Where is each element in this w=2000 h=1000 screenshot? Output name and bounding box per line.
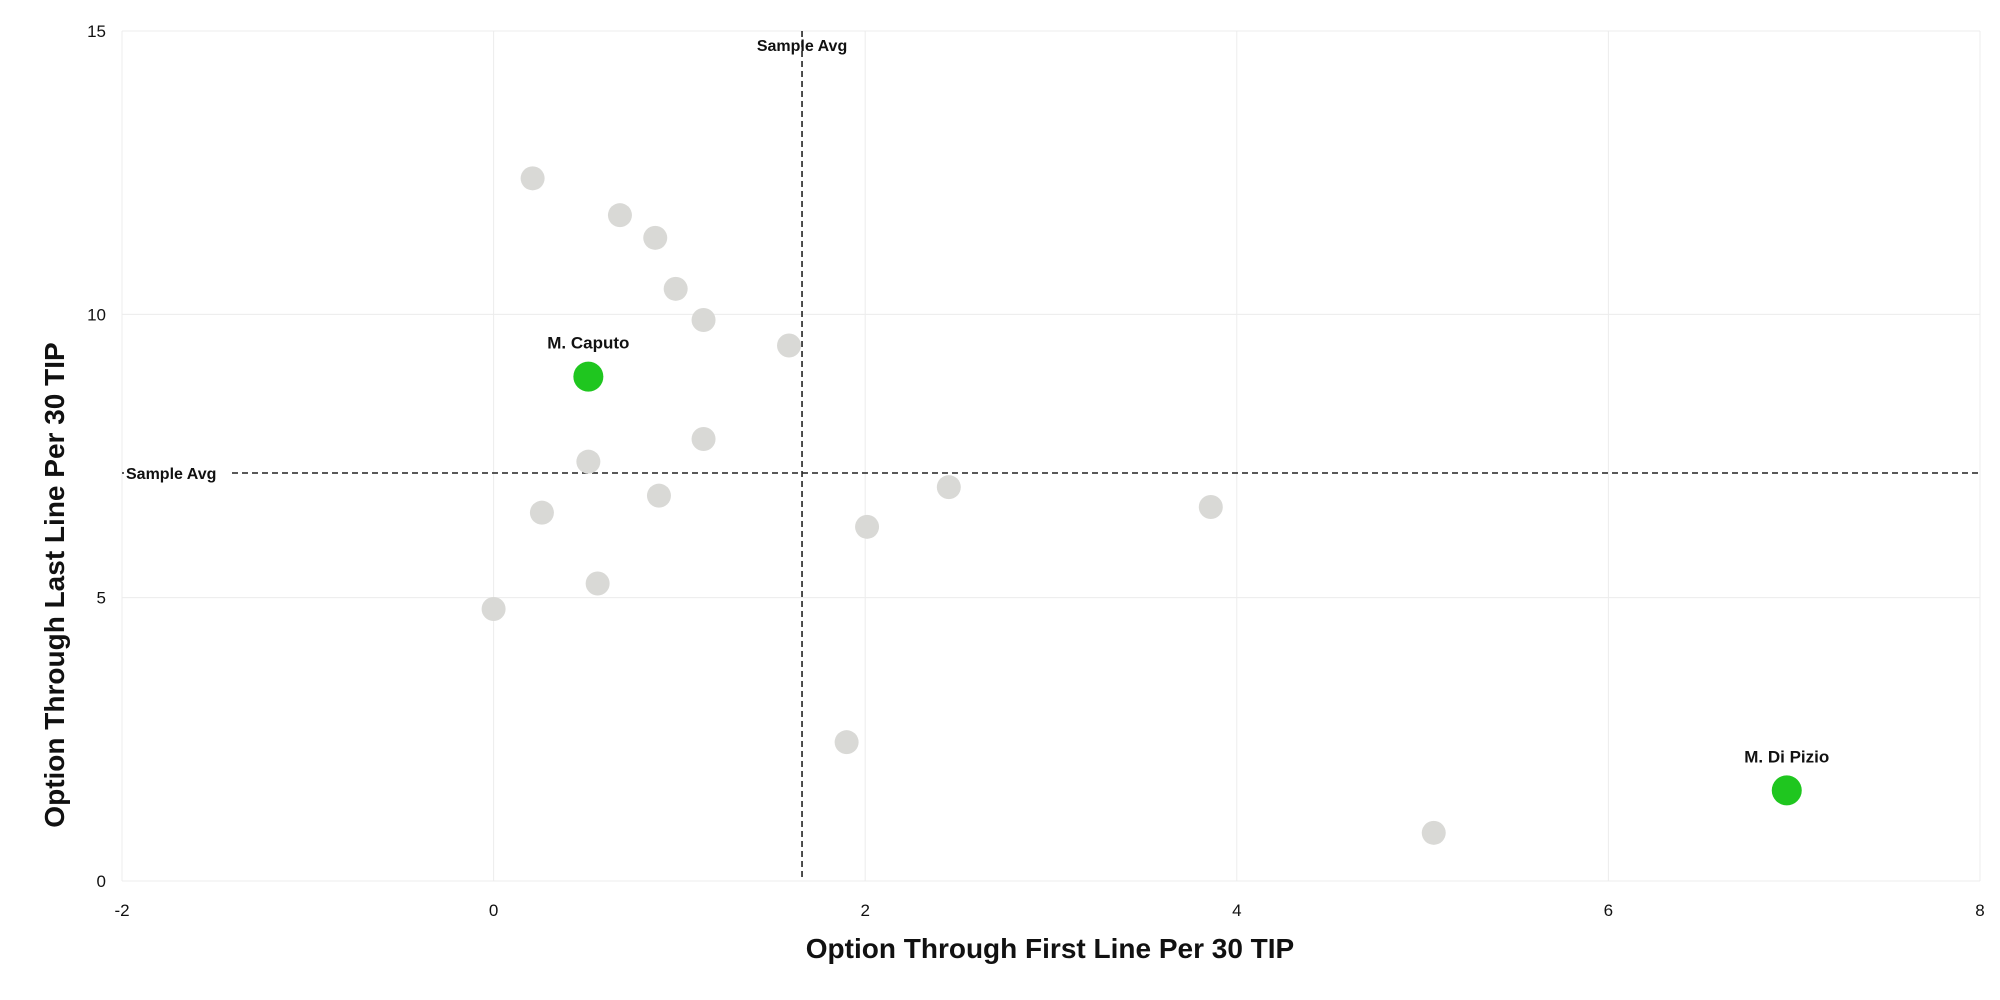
- data-point: [1198, 495, 1223, 519]
- data-point: [691, 427, 716, 451]
- x-axis-title: Option Through First Line Per 30 TIP: [806, 933, 1294, 964]
- labels: -2 0 2 4 6 8 0 5 10 15 Sample Avg Sample Avg M. Capu…: [87, 22, 1985, 920]
- x-average-label: Sample Avg: [757, 38, 847, 55]
- x-tick-label: 6: [1604, 901, 1613, 920]
- highlighted-point: [1771, 775, 1802, 806]
- highlighted-point: [573, 361, 604, 392]
- data-point: [936, 475, 961, 500]
- x-tick-label: 4: [1232, 901, 1241, 920]
- data-point: [777, 333, 802, 358]
- y-tick-label: 5: [97, 589, 106, 608]
- data-point: [529, 500, 554, 525]
- data-point: [585, 571, 610, 596]
- grid-layer: [121, 30, 1981, 882]
- reference-lines: [122, 31, 1980, 881]
- x-tick-label: 8: [1975, 901, 1984, 920]
- x-tick-label: 2: [860, 901, 869, 920]
- highlighted-point-label: M. Caputo: [547, 334, 629, 353]
- data-point: [1421, 820, 1446, 845]
- data-point: [607, 203, 632, 228]
- data-point: [643, 225, 668, 250]
- data-point: [646, 483, 671, 508]
- data-point: [855, 514, 880, 539]
- data-point: [481, 597, 506, 621]
- x-tick-label: -2: [114, 901, 129, 920]
- y-axis-title: Option Through Last Line Per 30 TIP: [39, 342, 70, 827]
- y-tick-label: 0: [97, 872, 106, 891]
- y-average-label: Sample Avg: [126, 466, 216, 483]
- y-tick-label: 15: [87, 22, 106, 41]
- highlighted-point-label: M. Di Pizio: [1744, 747, 1829, 766]
- data-point: [576, 449, 601, 474]
- x-tick-label: 0: [489, 901, 498, 920]
- data-point: [691, 308, 716, 332]
- data-point: [834, 730, 859, 755]
- data-point: [663, 276, 688, 301]
- y-tick-label: 10: [87, 305, 106, 324]
- data-points: [481, 166, 1802, 845]
- data-point: [520, 166, 545, 191]
- y-average-label-backing: [124, 463, 228, 483]
